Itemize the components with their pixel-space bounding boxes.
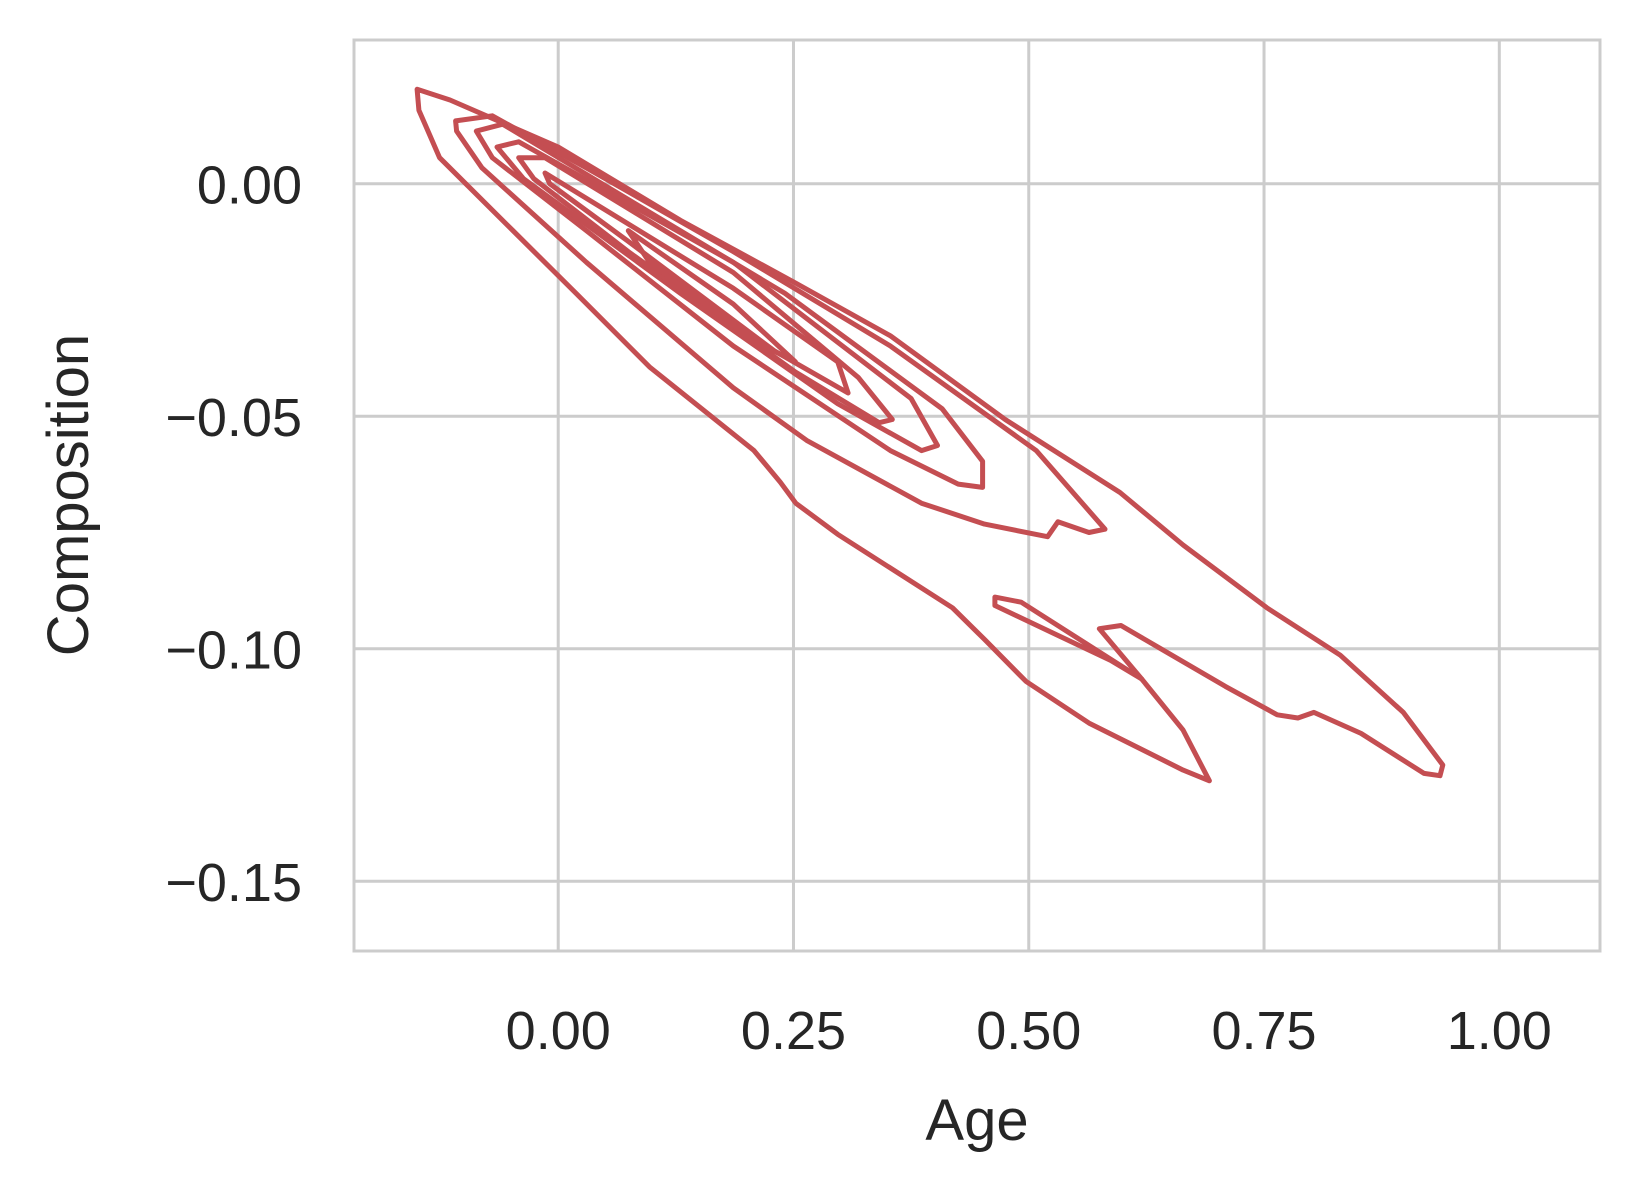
- y-axis-label: Composition: [36, 334, 101, 656]
- contour-line: [516, 155, 895, 426]
- y-tick-label: 0.00: [197, 156, 302, 216]
- contour-line: [473, 121, 986, 490]
- x-axis-label: Age: [925, 1088, 1028, 1153]
- x-tick-label: 1.00: [1447, 1001, 1552, 1061]
- contour-line: [625, 228, 798, 365]
- x-tick-label: 0.25: [741, 1001, 846, 1061]
- x-tick-label: 0.50: [976, 1001, 1081, 1061]
- x-tick-label: 0.75: [1211, 1001, 1316, 1061]
- plot-frame: [352, 38, 1602, 953]
- y-tick-label: −0.05: [165, 388, 302, 448]
- contour-line: [453, 113, 1108, 540]
- y-tick-label: −0.10: [165, 621, 302, 681]
- contour-line: [494, 139, 940, 454]
- x-tick-label: 0.00: [506, 1001, 611, 1061]
- contour-line: [542, 170, 851, 396]
- y-tick-label: −0.15: [165, 853, 302, 913]
- contour-line: [992, 594, 1145, 682]
- contour-line: [414, 86, 1446, 784]
